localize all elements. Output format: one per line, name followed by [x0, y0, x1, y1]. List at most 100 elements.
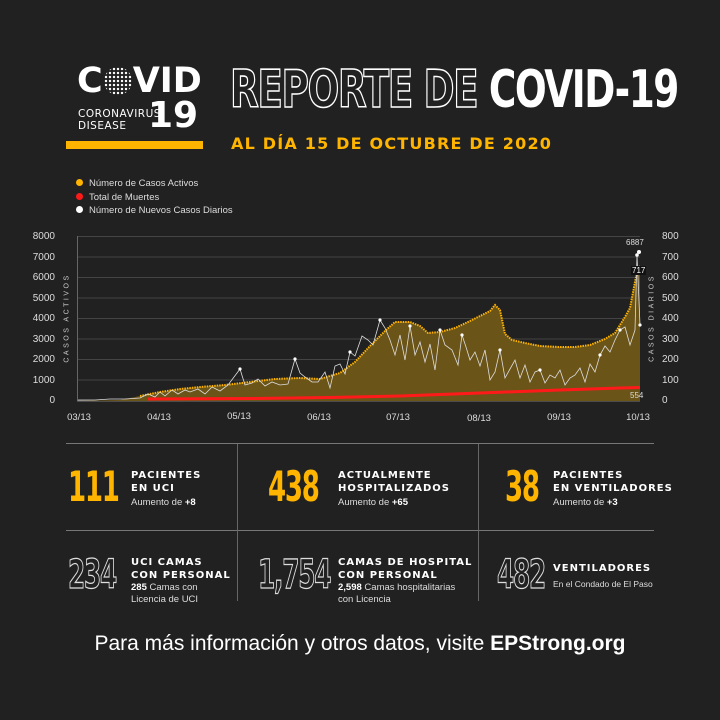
ytick: 5000	[32, 293, 55, 304]
stat-label: CAMAS DE HOSPITAL CON PERSONAL	[338, 556, 472, 582]
legend-label: Número de Nuevos Casos Diarios	[89, 205, 233, 216]
change-prefix: Aumento de	[131, 497, 185, 508]
logo-underline	[66, 141, 203, 149]
ytick: 400	[662, 313, 679, 324]
legend-item-active: Número de Casos Activos	[76, 177, 233, 191]
stat-value: 111	[68, 462, 120, 511]
ytick: 8000	[32, 231, 55, 242]
ytick: 6000	[32, 272, 55, 283]
page-title: REPORTE DE COVID-19	[229, 63, 679, 117]
detail-value: 2,598	[338, 582, 362, 593]
footer: Para más información y otros datos, visi…	[0, 632, 720, 656]
deaths-line	[147, 386, 641, 401]
change-prefix: Aumento de	[338, 497, 392, 508]
ytick: 300	[662, 334, 679, 345]
ytick: 2000	[32, 354, 55, 365]
label-line: CAMAS DE HOSPITAL	[338, 557, 473, 568]
detail-text: Licencia de UCI	[131, 594, 199, 605]
detail-text: con Licencia	[338, 594, 391, 605]
detail-value: 285	[131, 582, 147, 593]
report-date: AL DÍA 15 DE OCTUBRE DE 2020	[231, 134, 553, 153]
stat-value: 234	[68, 552, 118, 598]
stat-label: PACIENTES EN VENTILADORES	[553, 469, 673, 495]
logo-line1: CORONAVIRUS	[78, 108, 161, 120]
deaths-dot-icon	[76, 192, 83, 200]
stat-label: PACIENTES EN UCI	[131, 469, 201, 495]
logo-subtitle: CORONAVIRUS DISEASE	[78, 108, 161, 132]
divider-middle	[66, 530, 654, 531]
xtick: 05/13	[227, 411, 251, 422]
label-line: HOSPITALIZADOS	[338, 483, 450, 494]
active-cases-line	[139, 265, 641, 397]
stat-detail: En el Condado de El Paso	[553, 579, 653, 589]
annotation-daily-peak: 717	[631, 266, 647, 275]
stat-detail: 285 Camas con Licencia de UCI	[131, 582, 198, 606]
stat-value: 38	[505, 462, 540, 511]
ytick: 800	[662, 231, 679, 242]
divider-col2	[478, 444, 479, 601]
legend-item-deaths: Total de Muertes	[76, 191, 233, 205]
label-line: EN VENTILADORES	[553, 483, 673, 494]
ytick: 500	[662, 293, 679, 304]
stat-label: VENTILADORES	[553, 563, 652, 574]
ytick: 1000	[32, 375, 55, 386]
detail-text: Camas con	[146, 582, 198, 593]
legend-item-daily: Número de Nuevos Casos Diarios	[76, 204, 233, 218]
ytick: 700	[662, 252, 679, 263]
ytick: 3000	[32, 334, 55, 345]
ytick: 4000	[32, 313, 55, 324]
divider-top	[66, 443, 654, 444]
change-value: +3	[606, 497, 618, 508]
stat-value: 482	[497, 552, 547, 598]
title-solid: COVID-19	[488, 60, 680, 120]
label-line: EN UCI	[131, 483, 175, 494]
change-value: +65	[391, 497, 408, 508]
stat-value: 1,754	[258, 552, 332, 598]
annotation-active-peak: 6887	[626, 238, 644, 247]
xtick: 06/13	[307, 412, 331, 423]
logo-c: C	[77, 61, 103, 101]
logo-covid: C VID	[77, 64, 202, 99]
annotation-deaths: 554	[630, 391, 644, 400]
stat-detail: 2,598 Camas hospitalitarias con Licencia	[338, 582, 455, 606]
divider-col1	[237, 444, 238, 601]
ytick: 0	[49, 395, 55, 406]
xtick: 08/13	[467, 413, 491, 424]
logo-19: 19	[148, 95, 199, 136]
ytick: 600	[662, 272, 679, 283]
xtick: 10/13	[626, 412, 650, 423]
xtick: 04/13	[147, 412, 171, 423]
label-line: UCI CAMAS	[131, 557, 203, 568]
stat-label: UCI CAMAS CON PERSONAL	[131, 556, 231, 582]
ytick: 200	[662, 354, 679, 365]
stat-change: Aumento de +65	[338, 497, 408, 509]
peak-active-marker	[637, 250, 641, 254]
xtick: 09/13	[547, 412, 571, 423]
xtick: 07/13	[386, 412, 410, 423]
stat-value: 438	[268, 462, 320, 511]
ytick: 100	[662, 375, 679, 386]
legend-label: Total de Muertes	[89, 191, 160, 203]
stat-label: ACTUALMENTE HOSPITALIZADOS	[338, 469, 450, 495]
ytick: 0	[662, 395, 668, 406]
active-cases-area	[77, 266, 640, 401]
title-outline: REPORTE DE	[229, 60, 489, 120]
detail-text: Camas hospitalitarias	[361, 582, 456, 593]
logo-vid: VID	[132, 61, 202, 101]
legend-label: Número de Casos Activos	[89, 178, 199, 189]
stat-change: Aumento de +8	[131, 497, 196, 509]
virus-icon	[103, 67, 132, 95]
ytick: 7000	[32, 252, 55, 263]
footer-link[interactable]: EPStrong.org	[490, 632, 626, 655]
label-line: ACTUALMENTE	[338, 470, 432, 481]
active-dot-icon	[76, 179, 83, 186]
footer-text: Para más información y otros datos, visi…	[94, 632, 491, 655]
label-line: PACIENTES	[553, 470, 624, 481]
daily-dot-icon	[76, 206, 83, 213]
label-line: PACIENTES	[131, 470, 202, 481]
change-prefix: Aumento de	[553, 497, 607, 508]
logo-line2: DISEASE	[78, 120, 127, 132]
stat-change: Aumento de +3	[553, 497, 618, 509]
daily-cases-markers	[238, 253, 642, 372]
